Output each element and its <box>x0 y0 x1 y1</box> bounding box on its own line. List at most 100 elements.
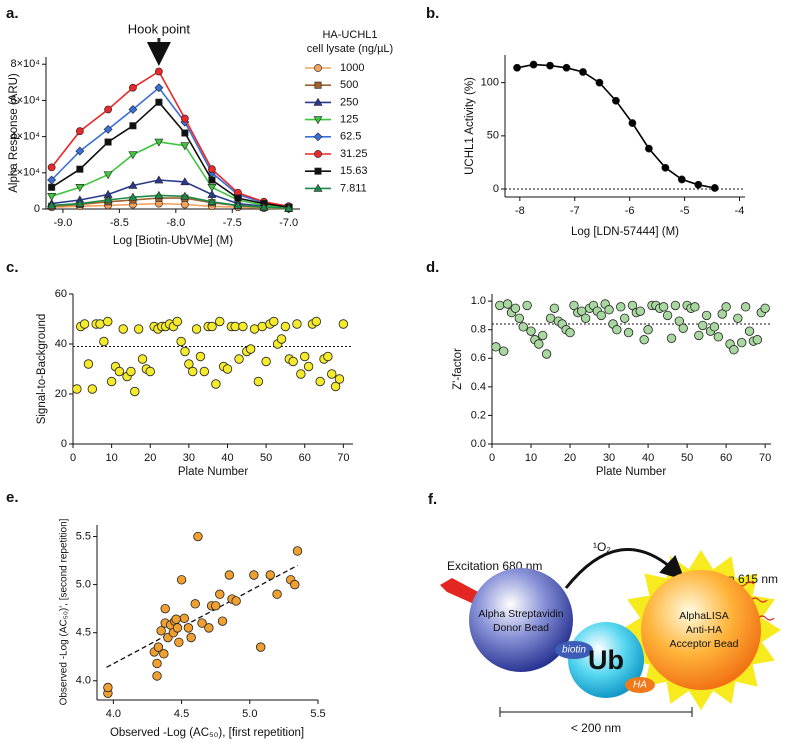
point <box>678 323 688 333</box>
series-line <box>51 101 289 208</box>
point <box>99 336 109 347</box>
y-tick-label: 0 <box>61 438 67 450</box>
marker <box>259 202 269 211</box>
scale-bar <box>499 707 693 717</box>
point <box>526 326 536 336</box>
marker <box>180 200 189 209</box>
marker <box>180 142 190 151</box>
marker <box>104 105 112 114</box>
point <box>288 356 298 367</box>
y-axis-label: Observed -Log (AC₅₀)', [second repetitio… <box>59 518 70 705</box>
marker <box>128 151 138 160</box>
x-tick-label: 10 <box>105 452 117 464</box>
point <box>280 321 291 332</box>
x-axis-label: Log [Biotin-UbVMe] (M) <box>113 235 233 247</box>
marker <box>180 191 190 200</box>
panel-letter: e. <box>6 489 19 506</box>
marker <box>284 203 294 212</box>
marker <box>155 98 163 106</box>
marker <box>103 124 113 134</box>
marker <box>75 127 84 136</box>
marker <box>104 138 112 146</box>
point <box>269 316 279 327</box>
point <box>210 601 221 611</box>
y-tick-label: 60 <box>55 288 67 300</box>
point <box>217 616 228 626</box>
marker <box>47 200 57 209</box>
x-tick-label: 30 <box>603 452 615 464</box>
marker <box>128 192 138 201</box>
legend-marker <box>313 97 323 106</box>
x-tick-label: 50 <box>260 452 272 464</box>
point <box>538 330 548 341</box>
point <box>740 302 751 312</box>
point <box>184 359 194 369</box>
y-tick-label: 0 <box>34 203 40 215</box>
series-line <box>51 141 289 209</box>
point <box>635 306 645 316</box>
point <box>114 366 125 377</box>
point <box>733 313 743 323</box>
marker <box>75 183 85 192</box>
point <box>510 303 521 313</box>
marker <box>207 183 217 192</box>
point <box>249 570 259 580</box>
x-tick-label: -7 <box>570 205 580 217</box>
legend-label: 62.5 <box>340 131 361 143</box>
point <box>604 305 614 315</box>
point <box>737 337 747 348</box>
point <box>694 330 704 341</box>
y-axis-label: Signal-to-Background <box>36 314 48 425</box>
x-tick-label: 5.0 <box>242 708 257 720</box>
point <box>79 319 90 329</box>
point <box>195 351 206 362</box>
marker <box>128 180 138 189</box>
point <box>502 299 513 309</box>
marker <box>546 61 554 70</box>
point <box>300 351 310 362</box>
marker <box>181 129 189 137</box>
y-tick-label: 0.8 <box>471 324 486 336</box>
point <box>256 642 266 652</box>
point <box>580 313 591 323</box>
x-tick-label: 10 <box>525 452 537 464</box>
marker <box>75 198 85 207</box>
point <box>126 366 136 377</box>
x-tick-label: 70 <box>337 452 349 464</box>
marker <box>154 138 164 147</box>
point <box>83 359 94 369</box>
ub-label: Ub <box>588 645 624 675</box>
distance-label: < 200 nm <box>571 721 621 735</box>
series-line <box>50 70 289 208</box>
legend-marker <box>314 150 322 158</box>
x-tick-label: -8.5 <box>110 217 129 229</box>
point <box>224 570 235 580</box>
point <box>272 589 282 599</box>
marker <box>154 175 164 184</box>
point <box>639 335 649 345</box>
ub-bead <box>568 622 644 698</box>
point <box>658 302 669 312</box>
y-tick-label: 6×10⁴ <box>10 94 40 106</box>
x-tick-label: -8 <box>515 205 525 217</box>
point <box>207 321 217 332</box>
point <box>612 325 622 335</box>
marker <box>644 144 653 153</box>
x-tick-label: -7.0 <box>279 217 298 229</box>
point <box>130 386 140 397</box>
annotation: Hook point <box>128 21 191 36</box>
legend-marker <box>313 132 323 142</box>
diagram: f. Excitation 680 nm ¹O₂ Emission 615 nm… <box>428 491 781 735</box>
legend-title: cell lysate (ng/µL) <box>307 43 393 55</box>
point <box>211 379 221 389</box>
point <box>204 623 214 633</box>
marker <box>710 184 719 192</box>
x-tick-label: -4 <box>735 205 745 217</box>
y-tick-label: 1.0 <box>471 295 486 307</box>
y-tick-label: 0.6 <box>471 352 486 364</box>
point <box>133 324 144 334</box>
point <box>234 354 244 364</box>
point <box>106 376 117 387</box>
point <box>257 321 267 332</box>
